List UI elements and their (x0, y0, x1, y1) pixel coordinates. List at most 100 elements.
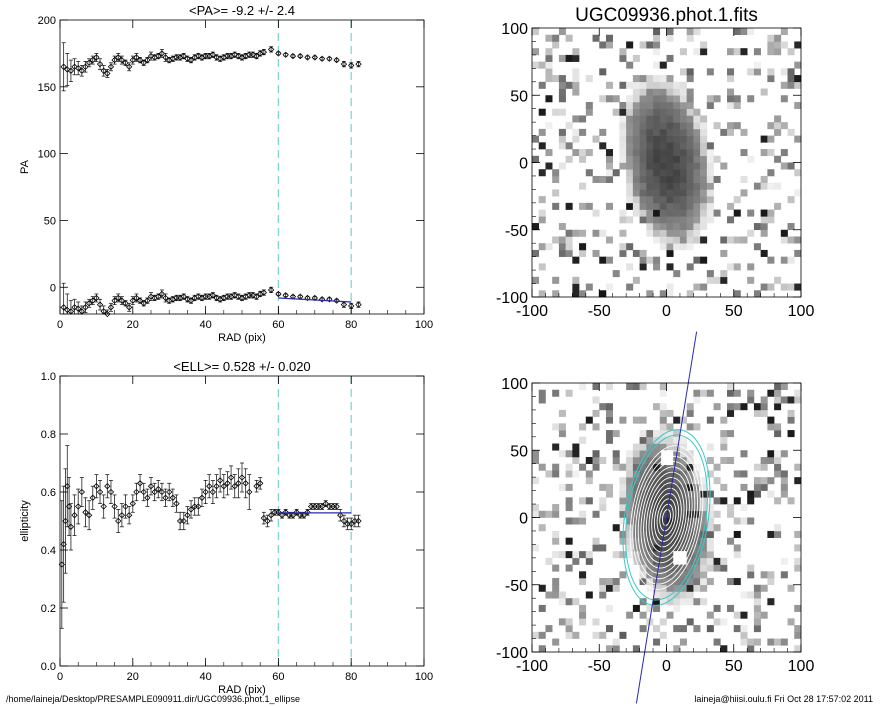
fits-image-pixel (599, 175, 607, 183)
fits-image-pixel (599, 68, 607, 76)
contour-image-pixel (679, 477, 687, 485)
fits-image-pixel (626, 263, 634, 271)
fits-image-pixel (727, 95, 735, 103)
contour-image-pixel (646, 497, 654, 505)
fits-image-pixel (605, 169, 613, 177)
fits-image-pixel (579, 182, 587, 190)
fits-image-pixel (693, 175, 701, 183)
ell-data-point (78, 488, 86, 496)
fits-image-pixel (720, 249, 728, 257)
fits-image-pixel (673, 182, 681, 190)
fits-image-pixel (727, 202, 735, 210)
fits-image-pixel (538, 142, 546, 150)
fits-image-pixel (626, 283, 634, 291)
fits-image-xtick-label: 50 (725, 303, 743, 320)
fits-image-pixel (646, 95, 654, 103)
fits-image-pixel (653, 162, 661, 170)
contour-image-pixel (720, 497, 728, 505)
fits-image-pixel (673, 88, 681, 96)
contour-image-pixel (552, 530, 560, 538)
pa-data-point (111, 297, 118, 304)
fits-image-pixel (767, 68, 775, 76)
contour-image-pixel (579, 611, 587, 619)
fits-image-pixel (706, 209, 714, 217)
fits-image-pixel (626, 142, 634, 150)
contour-image-pixel (585, 416, 593, 424)
ell-data-point (187, 506, 195, 513)
contour-image-pixel (659, 490, 667, 498)
contour-image-pixel (605, 436, 613, 444)
fits-image-pixel (545, 95, 553, 103)
fits-image-pixel (693, 202, 701, 210)
contour-image-pixel (565, 450, 573, 458)
fits-image-pixel (794, 61, 802, 69)
fits-image-pixel (552, 108, 560, 116)
fits-image-pixel (612, 169, 620, 177)
ell-data-point (267, 512, 275, 519)
contour-image-pixel (639, 477, 647, 485)
ell-ytick-label: 0.8 (41, 429, 56, 441)
contour-image-pixel (659, 416, 667, 424)
fits-image-pixel (653, 122, 661, 130)
fits-image-pixel (659, 209, 667, 217)
contour-image-pixel (592, 631, 600, 639)
ell-data-point (144, 494, 151, 501)
contour-image-pixel (599, 403, 607, 411)
contour-image-pixel (619, 497, 627, 505)
ell-data-point (231, 483, 238, 490)
contour-image-pixel (626, 524, 634, 532)
contour-image-pixel (760, 477, 768, 485)
pa-xtick-label: 100 (415, 319, 433, 331)
fits-image-pixel (666, 88, 674, 96)
contour-image-ytick-label: 0 (519, 511, 528, 528)
fits-image-pixel (686, 101, 694, 109)
fits-image-pixel (733, 48, 741, 56)
fits-image-pixel (713, 175, 721, 183)
fits-image-pixel (686, 175, 694, 183)
pa-data-point (85, 59, 93, 66)
fits-image-pixel (538, 209, 546, 217)
contour-image-pixel (659, 524, 667, 532)
fits-image-pixel (659, 149, 667, 157)
pa-data-point (267, 286, 275, 294)
pa-ytick-label: 50 (44, 215, 56, 227)
contour-image-pixel (565, 631, 573, 639)
contour-image-pixel (646, 477, 654, 485)
fits-image-pixel (585, 283, 593, 291)
ell-xtick-label: 40 (199, 671, 211, 683)
contour-image-pixel (592, 409, 600, 417)
contour-image-pixel (659, 463, 667, 471)
fits-image-pixel (740, 48, 748, 56)
pa-data-point (333, 297, 340, 304)
fits-image-pixel (626, 202, 634, 210)
pa-data-point (136, 56, 144, 64)
fits-image-pixel (686, 216, 694, 224)
contour-image-pixel (592, 537, 600, 545)
fits-image-pixel (686, 28, 694, 36)
fits-image-pixel (565, 54, 573, 62)
fits-image-pixel (565, 155, 573, 163)
contour-image-pixel (565, 470, 573, 478)
contour-image-pixel (727, 504, 735, 512)
fits-image-pixel (760, 283, 768, 291)
contour-image-pixel (700, 510, 708, 518)
fits-image-pixel (794, 283, 802, 291)
fits-image-pixel (653, 256, 661, 264)
fits-image-pixel (545, 68, 553, 76)
fits-image-pixel (659, 155, 667, 163)
contour-image-pixel (740, 631, 748, 639)
ell-data-point (235, 480, 242, 487)
fits-image-pixel (632, 182, 640, 190)
contour-image-pixel (747, 490, 755, 498)
fits-image-pixel (632, 128, 640, 136)
contour-image-pixel (666, 524, 674, 532)
contour-image-pixel (673, 456, 681, 464)
fits-image-pixel (558, 88, 566, 96)
fits-image-pixel (626, 61, 634, 69)
contour-image-pixel (552, 537, 560, 545)
fits-image-pixel (767, 283, 775, 291)
contour-image-pixel (760, 456, 768, 464)
contour-image-pixel (673, 578, 681, 586)
pa-data-point (184, 296, 191, 303)
ell-ylabel: ellipticity (19, 500, 31, 542)
